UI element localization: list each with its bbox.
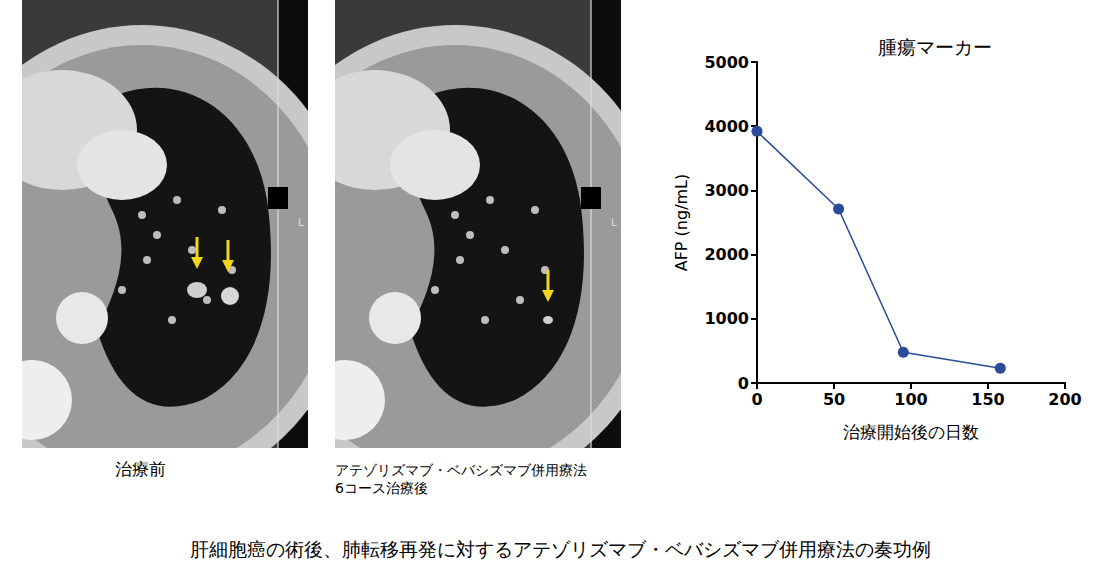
- svg-text:腫瘍マーカー: 腫瘍マーカー: [878, 36, 992, 58]
- svg-text:100: 100: [894, 390, 927, 409]
- svg-text:0: 0: [738, 374, 749, 393]
- html-text:6コース治療後: 6コース治療後: [335, 480, 428, 497]
- svg-text:L: L: [298, 217, 304, 228]
- svg-text:AFP (ng/mL): AFP (ng/mL): [672, 174, 691, 272]
- html-text:肝細胞癌の術後、肺転移再発に対するアテゾリズマブ・ベバシズマ: 肝細胞癌の術後、肺転移再発に対するアテゾリズマブ・ベバシズマブ併用療法の奏功例: [189, 538, 931, 560]
- svg-text:治療開始後の日数: 治療開始後の日数: [843, 422, 979, 442]
- svg-text:1000: 1000: [704, 309, 749, 328]
- svg-text:200: 200: [1048, 390, 1081, 409]
- svg-text:5000: 5000: [704, 53, 749, 72]
- svg-text:50: 50: [823, 390, 845, 409]
- svg-text:0: 0: [751, 390, 762, 409]
- svg-text:150: 150: [971, 390, 1004, 409]
- svg-text:3000: 3000: [704, 181, 749, 200]
- svg-text:L: L: [611, 217, 617, 228]
- html-text:アテゾリズマブ・ベバシズマブ併用療法: アテゾリズマブ・ベバシズマブ併用療法: [335, 462, 587, 478]
- html-text:治療前: 治療前: [115, 459, 166, 479]
- svg-text:4000: 4000: [704, 117, 749, 136]
- svg-text:2000: 2000: [704, 245, 749, 264]
